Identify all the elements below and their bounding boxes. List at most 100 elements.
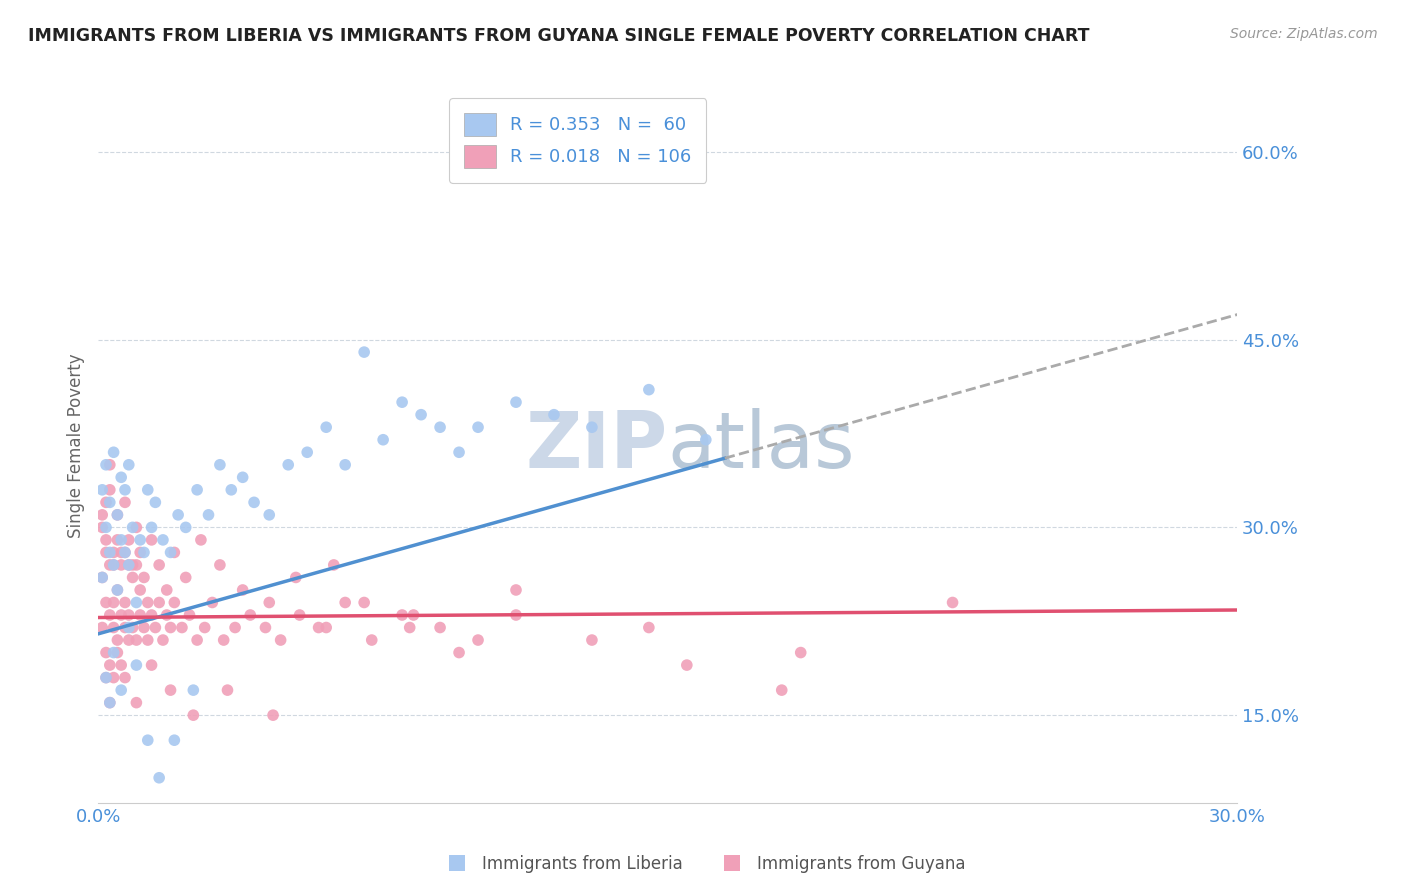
Point — [98, 658, 121, 673]
Point — [110, 558, 132, 572]
Point — [107, 508, 129, 522]
Point — [371, 433, 394, 447]
Point — [114, 483, 136, 497]
Point — [322, 558, 344, 572]
Point — [98, 558, 121, 572]
Point — [103, 646, 125, 660]
Point — [129, 533, 152, 547]
Point — [125, 633, 148, 648]
Point — [197, 508, 219, 522]
Point — [129, 545, 152, 559]
Point — [208, 558, 231, 572]
Point — [308, 621, 330, 635]
Point — [118, 533, 141, 547]
Point — [581, 420, 603, 434]
Point — [94, 671, 117, 685]
Point — [163, 545, 186, 559]
Point — [121, 621, 143, 635]
Point — [179, 607, 201, 622]
Point — [270, 633, 292, 648]
Point — [114, 595, 136, 609]
Point — [110, 533, 132, 547]
Point — [107, 508, 129, 522]
Text: atlas: atlas — [668, 408, 855, 484]
Point — [224, 621, 246, 635]
Point — [159, 683, 181, 698]
Point — [201, 595, 224, 609]
Point — [190, 533, 212, 547]
Point — [148, 595, 170, 609]
Point — [121, 558, 143, 572]
Point — [429, 621, 451, 635]
Point — [114, 545, 136, 559]
Point — [94, 595, 117, 609]
Point — [94, 495, 117, 509]
Point — [125, 520, 148, 534]
Point — [638, 383, 661, 397]
Point — [360, 633, 382, 648]
Point — [942, 595, 965, 609]
Point — [114, 545, 136, 559]
Point — [194, 621, 217, 635]
Point — [118, 633, 141, 648]
Point — [288, 607, 311, 622]
Point — [141, 658, 163, 673]
Point — [110, 470, 132, 484]
Point — [121, 520, 143, 534]
Point — [335, 458, 357, 472]
Point — [91, 483, 114, 497]
Point — [98, 696, 121, 710]
Point — [136, 633, 159, 648]
Point — [152, 633, 174, 648]
Point — [259, 508, 281, 522]
Point — [467, 420, 489, 434]
Point — [98, 607, 121, 622]
Point — [543, 408, 565, 422]
Point — [449, 646, 471, 660]
Point — [402, 607, 425, 622]
Point — [136, 733, 159, 747]
Point — [103, 445, 125, 459]
Point — [136, 595, 159, 609]
Point — [391, 607, 413, 622]
Point — [132, 545, 155, 559]
Point — [174, 570, 197, 584]
Point — [94, 458, 117, 472]
Point — [163, 733, 186, 747]
Point — [581, 633, 603, 648]
Point — [467, 633, 489, 648]
Point — [118, 558, 141, 572]
Point — [505, 607, 527, 622]
Point — [107, 533, 129, 547]
Point — [132, 621, 155, 635]
Point — [118, 558, 141, 572]
Point — [110, 607, 132, 622]
Point — [217, 683, 239, 698]
Text: Source: ZipAtlas.com: Source: ZipAtlas.com — [1230, 27, 1378, 41]
Point — [107, 646, 129, 660]
Text: ZIP: ZIP — [526, 408, 668, 484]
Point — [118, 607, 141, 622]
Point — [107, 633, 129, 648]
Point — [103, 558, 125, 572]
Point — [243, 495, 266, 509]
Point — [110, 545, 132, 559]
Point — [94, 533, 117, 547]
Point — [695, 433, 717, 447]
Point — [118, 621, 141, 635]
Point — [141, 520, 163, 534]
Point — [208, 458, 231, 472]
Point — [638, 621, 661, 635]
Y-axis label: Single Female Poverty: Single Female Poverty — [66, 354, 84, 538]
Point — [125, 658, 148, 673]
Point — [221, 483, 243, 497]
Point — [232, 470, 254, 484]
Point — [186, 483, 208, 497]
Point — [94, 545, 117, 559]
Point — [132, 570, 155, 584]
Point — [449, 445, 471, 459]
Point — [103, 671, 125, 685]
Point — [118, 458, 141, 472]
Point — [163, 595, 186, 609]
Point — [141, 533, 163, 547]
